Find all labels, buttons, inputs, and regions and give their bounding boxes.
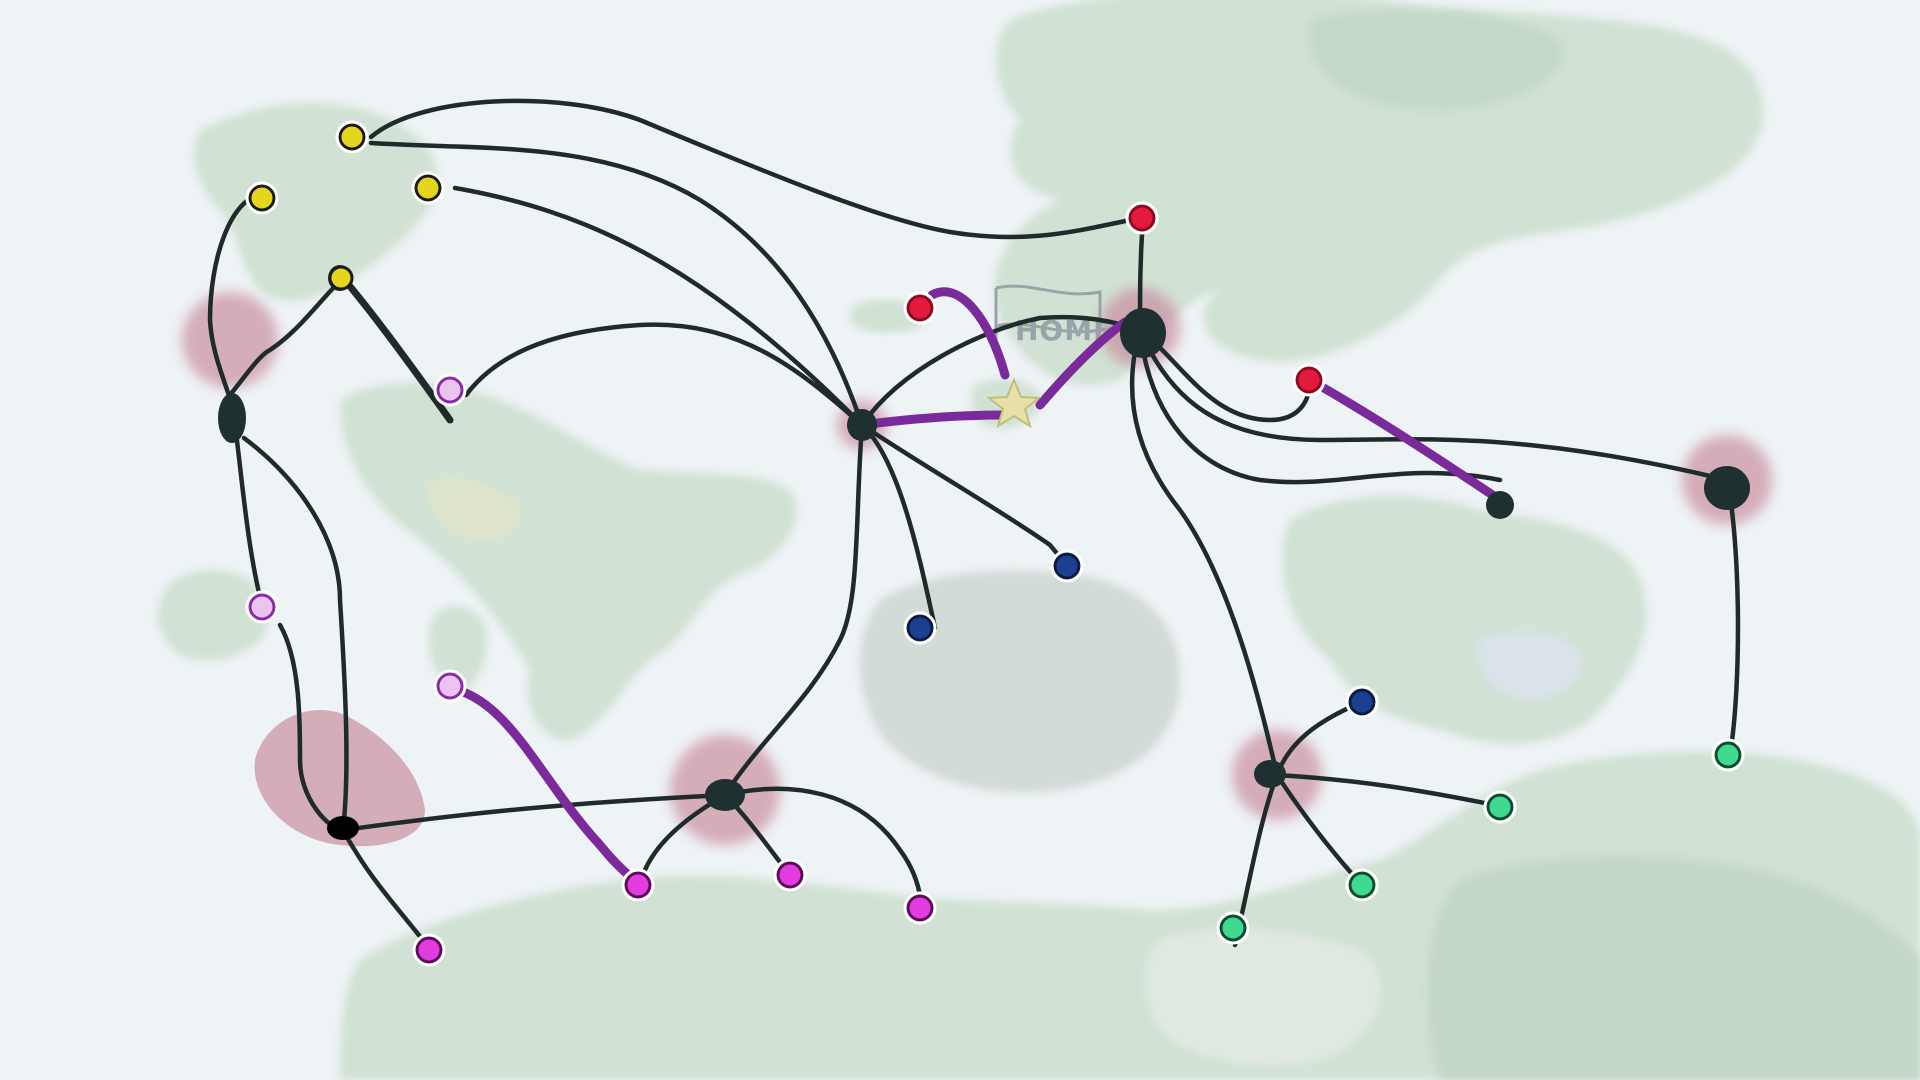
level-node-ring [245,181,279,215]
highlight-route[interactable] [1305,375,1505,505]
route[interactable] [1137,327,1503,485]
island-central-west-inner [427,476,522,541]
island-central [859,570,1180,793]
level-node-red[interactable] [906,294,934,322]
hub-west[interactable] [218,393,246,443]
route[interactable] [368,140,865,428]
highlight-route[interactable] [927,287,1010,380]
level-node-magenta[interactable] [906,894,934,922]
continent-northeast [994,0,1764,386]
route[interactable] [1137,327,1730,483]
level-node-yellow[interactable] [328,265,354,291]
route[interactable] [859,422,938,631]
island-northwest [193,103,438,301]
level-node-ring [621,868,655,902]
level-node-ring [1292,363,1326,397]
level-node-magenta[interactable] [415,936,443,964]
level-node-yellow[interactable] [414,174,442,202]
islet-west-center [429,606,488,693]
level-node-yellow[interactable] [338,123,366,151]
hub-home[interactable] [1120,308,1166,358]
hub-southwest[interactable] [327,816,359,840]
level-node-green[interactable] [1219,914,1247,942]
route[interactable] [340,827,432,951]
hub-southeast[interactable] [1254,760,1286,788]
hub-east-small[interactable] [1486,491,1514,519]
route[interactable] [722,422,865,798]
hub-south[interactable] [705,779,745,811]
level-node-green[interactable] [1714,741,1742,769]
level-node-ring [773,858,807,892]
landmasses [157,0,1920,1080]
route[interactable] [1137,327,1313,423]
level-node-ring [411,171,445,205]
level-node-ring [1345,868,1379,902]
route[interactable] [463,322,865,428]
level-node-lilac[interactable] [436,672,464,700]
level-node-ring [1345,685,1379,719]
level-node-ring [335,120,369,154]
route[interactable] [1129,327,1280,778]
level-node-ring [903,611,937,645]
level-node-magenta[interactable] [624,871,652,899]
route[interactable] [340,792,728,833]
level-node-blue[interactable] [1053,552,1081,580]
lake-northeast [1308,9,1564,110]
level-node-ring [1216,911,1250,945]
continent-south-shade [1426,856,1920,1080]
level-node-green[interactable] [1486,793,1514,821]
level-node-ring [1483,790,1517,824]
level-node-ring [1711,738,1745,772]
level-node-ring [412,933,446,967]
level-node-ring [903,291,937,325]
star-icon[interactable] [986,377,1042,429]
route[interactable] [859,314,1143,428]
route[interactable] [241,435,349,833]
level-node-magenta[interactable] [776,861,804,889]
level-nodes [245,120,1745,967]
island-east-lake [1477,631,1582,700]
level-node-red[interactable] [1295,366,1323,394]
route[interactable] [368,98,1143,240]
level-node-lilac[interactable] [436,376,464,404]
level-node-ring [903,891,937,925]
level-node-ring [433,669,467,703]
route[interactable] [1274,772,1503,809]
route[interactable] [452,185,865,428]
route[interactable] [722,786,925,911]
route[interactable] [207,192,263,413]
hub-east[interactable] [1704,466,1750,510]
hub-glow-west [182,292,278,388]
level-node-ring [245,590,279,624]
danger-zone-southwest [254,710,425,847]
route[interactable] [277,622,346,833]
hub-central[interactable] [847,409,877,441]
highlight-route[interactable] [1035,317,1130,410]
route[interactable] [339,274,454,424]
level-node-blue[interactable] [1348,688,1376,716]
level-node-ring [1050,549,1084,583]
continent-south-light [1145,929,1381,1066]
island-small-west [157,570,269,660]
level-node-ring [1125,201,1159,235]
level-node-lilac[interactable] [248,593,276,621]
island-central-west [340,383,797,741]
level-node-blue[interactable] [906,614,934,642]
level-node-green[interactable] [1348,871,1376,899]
level-node-ring [433,373,467,407]
level-node-yellow[interactable] [248,184,276,212]
route[interactable] [227,275,346,398]
level-node-red[interactable] [1128,204,1156,232]
